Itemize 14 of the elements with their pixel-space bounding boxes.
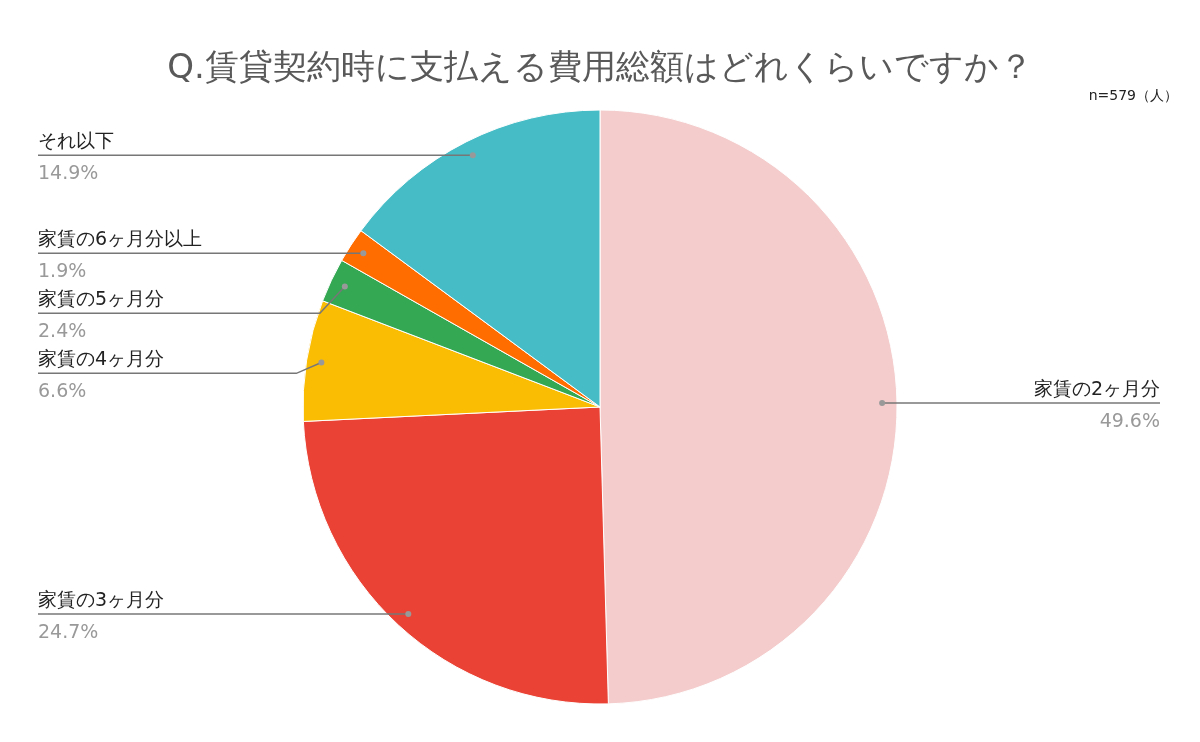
slice-label: 家賃の5ヶ月分 xyxy=(38,287,165,310)
slice-label: 家賃の2ヶ月分 xyxy=(1033,377,1160,400)
slice-label: 家賃の4ヶ月分 xyxy=(38,347,165,370)
data-label: 49.6% xyxy=(1099,409,1160,432)
data-label: 6.6% xyxy=(38,379,87,402)
slice-label: 家賃の3ヶ月分 xyxy=(38,588,165,611)
text: n=579（人） xyxy=(1088,87,1178,103)
data-label: 2.4% xyxy=(38,319,87,342)
slice-label: 家賃の6ヶ月分以上 xyxy=(38,227,203,250)
slice-label: それ以下 xyxy=(38,129,114,152)
data-label: 1.9% xyxy=(38,259,87,282)
data-label: 24.7% xyxy=(38,620,99,643)
data-label: 14.9% xyxy=(38,161,99,184)
chart-title: Q.賃貸契約時に支払える費用総額はどれくらいですか？ xyxy=(167,46,1033,86)
